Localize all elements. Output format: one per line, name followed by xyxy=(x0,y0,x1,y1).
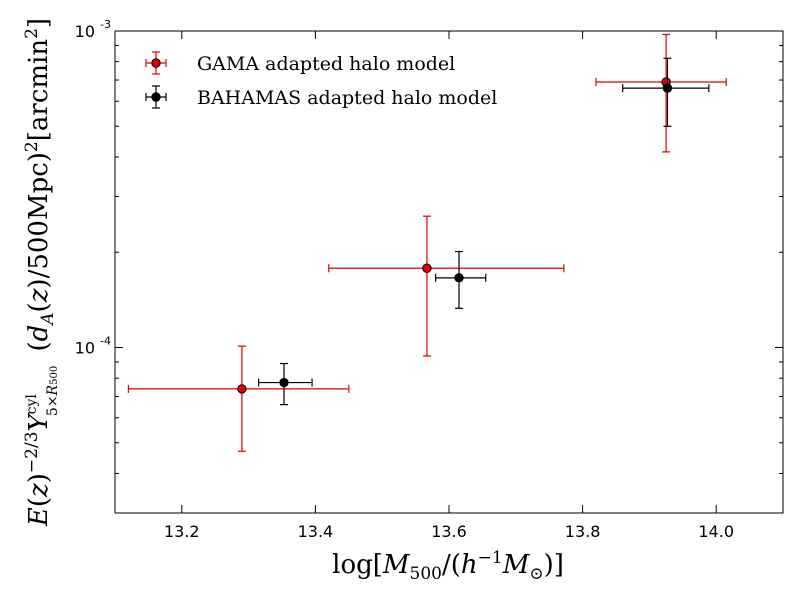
data-point xyxy=(151,92,161,102)
data-point xyxy=(662,83,673,93)
ticks-layer: 13.2 13.4 13.6 13.8 14.0 10 -4 10 -3 xyxy=(75,18,783,541)
data-point xyxy=(422,263,432,273)
x-axis-label: log[M500/(h−1M⊙)] xyxy=(332,548,564,584)
series-gama xyxy=(127,33,727,452)
y-axis-label: E(z)−2/3Ycyl 5×R500 (dA(z)/500Mpc)2[arcmi… xyxy=(22,18,61,527)
legend-marker-bahamas xyxy=(145,85,167,109)
x-tick-label: 13.4 xyxy=(298,522,334,541)
plot-area xyxy=(114,30,784,514)
y-tick-label: 10 xyxy=(75,339,95,358)
legend-marker-gama xyxy=(145,51,167,75)
x-tick-label: 14.0 xyxy=(698,522,734,541)
x-tick-label: 13.8 xyxy=(565,522,601,541)
x-tick-label: 13.6 xyxy=(431,522,467,541)
series-layer xyxy=(127,33,727,452)
legend-label-bahamas: BAHAMAS adapted halo model xyxy=(197,87,497,109)
svg-text:log[M500/(h−1M⊙)]: log[M500/(h−1M⊙)] xyxy=(332,548,564,584)
legend: GAMA adapted halo model BAHAMAS adapted … xyxy=(145,51,497,109)
data-point xyxy=(279,377,289,388)
series-bahamas xyxy=(258,57,710,406)
data-point xyxy=(151,58,161,68)
x-tick-label: 13.2 xyxy=(164,522,200,541)
data-point xyxy=(237,384,247,394)
y-tick-exponent: -4 xyxy=(100,335,111,348)
y-tick-label: 10 xyxy=(75,22,95,41)
legend-label-gama: GAMA adapted halo model xyxy=(197,53,455,75)
y-tick-exponent: -3 xyxy=(100,18,111,31)
data-point xyxy=(454,273,464,283)
